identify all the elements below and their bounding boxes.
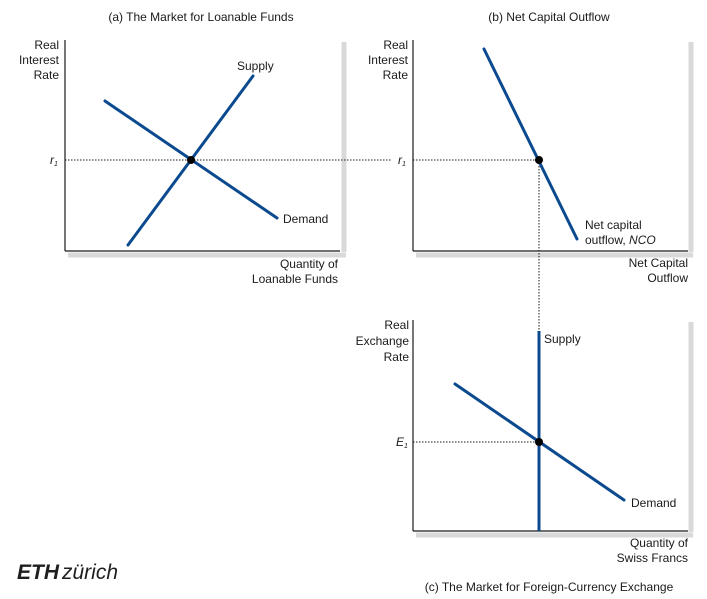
panel-b-xlabel-line1: Net Capital bbox=[629, 256, 688, 270]
logo-eth: ETH bbox=[17, 561, 60, 584]
panel-c-demand-label: Demand bbox=[631, 496, 676, 510]
panel-b-r1-sub: 1 bbox=[402, 161, 406, 168]
panel-a-ylabel-line2: Interest bbox=[19, 53, 60, 67]
panel-b-nco-label-italic: NCO bbox=[629, 233, 656, 247]
panel-b-nco-label-text: outflow, bbox=[585, 233, 629, 247]
panel-a-supply-label: Supply bbox=[237, 59, 274, 73]
panel-b-nco-label-line1: Net capital bbox=[585, 218, 642, 232]
eth-logo: ETH zürich bbox=[17, 561, 118, 584]
panel-c-e1-letter: E bbox=[396, 435, 405, 449]
panel-b-r1-letter: r bbox=[398, 153, 403, 167]
panel-a-xlabel-line1: Quantity of bbox=[280, 257, 339, 271]
panel-a-r1-letter: r bbox=[50, 153, 55, 167]
panel-c-ylabel-line3: Rate bbox=[384, 350, 410, 364]
panel-b-title: (b) Net Capital Outflow bbox=[488, 10, 610, 24]
panel-b: (b) Net Capital Outflow Real Interest Ra… bbox=[368, 10, 694, 330]
panel-c-e1-sub: 1 bbox=[404, 443, 408, 450]
panel-c-ylabel-line2: Exchange bbox=[356, 334, 410, 348]
panel-a-r1-sub: 1 bbox=[54, 161, 58, 168]
panel-a-ylabel-line3: Rate bbox=[34, 68, 60, 82]
panel-a-r1-label: r1 bbox=[50, 153, 58, 168]
logo-zurich: zürich bbox=[61, 561, 118, 584]
panel-a: (a) The Market for Loanable Funds Real I… bbox=[19, 10, 392, 286]
panel-a-xlabel-line2: Loanable Funds bbox=[252, 272, 338, 286]
panel-c: Real Exchange Rate Quantity of Swiss Fra… bbox=[356, 318, 694, 594]
panel-a-demand-label: Demand bbox=[283, 212, 328, 226]
panel-b-ylabel-line1: Real bbox=[383, 38, 408, 52]
panel-c-ylabel-line1: Real bbox=[384, 318, 409, 332]
panel-c-supply-label: Supply bbox=[544, 332, 581, 346]
panel-b-nco-curve bbox=[482, 47, 579, 241]
panel-c-xlabel-line1: Quantity of bbox=[630, 536, 689, 550]
panel-a-ylabel-line1: Real bbox=[34, 38, 59, 52]
panel-c-title: (c) The Market for Foreign-Currency Exch… bbox=[425, 580, 674, 594]
panel-b-equilibrium-point bbox=[535, 156, 543, 164]
panel-c-xlabel-line2: Swiss Francs bbox=[617, 551, 688, 565]
panel-b-ylabel-line2: Interest bbox=[368, 53, 409, 67]
panel-b-nco-label-line2: outflow, NCO bbox=[585, 233, 656, 247]
panel-c-e1-label: E1 bbox=[396, 435, 408, 450]
panel-c-equilibrium-point bbox=[535, 438, 543, 446]
logo-text: ETH zürich bbox=[17, 561, 118, 584]
panel-b-r1-label: r1 bbox=[398, 153, 406, 168]
panel-b-ylabel-line3: Rate bbox=[383, 68, 409, 82]
panel-b-xlabel-line2: Outflow bbox=[647, 271, 688, 285]
panel-a-title: (a) The Market for Loanable Funds bbox=[108, 10, 293, 24]
panel-a-equilibrium-point bbox=[187, 156, 195, 164]
